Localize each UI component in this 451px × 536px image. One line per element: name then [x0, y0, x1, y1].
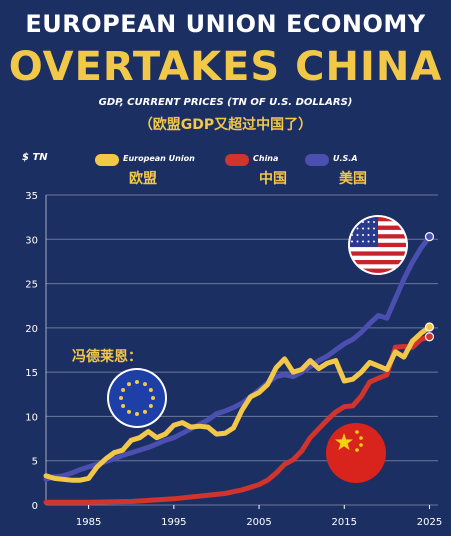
y-ticks: 0 5 10 15 20 25 30 35	[25, 191, 38, 512]
quote-label: 冯德莱恩：	[72, 349, 142, 365]
x-tick-label: 1995	[161, 517, 186, 528]
legend-swatch-china	[225, 154, 249, 166]
series	[43, 232, 435, 505]
subtitle: GDP, CURRENT PRICES (TN OF U.S. DOLLARS)	[98, 97, 353, 108]
legend-label-cn-usa: 美国	[339, 171, 367, 187]
series-end-point	[424, 322, 435, 332]
legend-label-cn-china: 中国	[259, 171, 287, 187]
legend-swatch-usa	[305, 154, 329, 166]
x-tick-label: 2005	[246, 517, 271, 528]
series-end-point	[424, 332, 435, 342]
legend-label-china: China	[253, 154, 279, 163]
y-tick-label: 0	[32, 501, 38, 512]
y-axis-label: $ TN	[22, 152, 48, 163]
usa-flag-icon	[348, 215, 408, 275]
y-tick-label: 35	[25, 191, 38, 202]
legend-label-usa: U.S.A	[333, 154, 358, 163]
china-flag-icon	[326, 423, 386, 483]
series-line-u-s-a	[43, 234, 432, 482]
series-end-point	[424, 232, 435, 242]
x-ticks: 1985 1995 2005 2015 2025	[76, 505, 442, 528]
legend-swatch-eu	[95, 154, 119, 166]
subtitle-cn: （欧盟GDP又超过中国了）	[138, 117, 313, 133]
legend-label-eu: European Union	[123, 154, 195, 163]
y-tick-label: 20	[25, 324, 38, 335]
title-line2: OVERTAKES CHINA	[8, 44, 443, 90]
y-tick-label: 30	[25, 235, 38, 246]
y-tick-label: 5	[32, 457, 38, 468]
title-line1: EUROPEAN UNION ECONOMY	[25, 10, 426, 38]
y-tick-label: 25	[25, 280, 38, 291]
y-tick-label: 10	[25, 412, 38, 423]
eu-flag-icon	[107, 368, 167, 428]
x-tick-label: 2015	[332, 517, 357, 528]
series-line-european-union	[43, 324, 432, 483]
legend-label-cn-eu: 欧盟	[129, 171, 157, 187]
x-tick-label: 2025	[417, 517, 442, 528]
y-tick-label: 15	[25, 368, 38, 379]
x-tick-label: 1985	[76, 517, 101, 528]
